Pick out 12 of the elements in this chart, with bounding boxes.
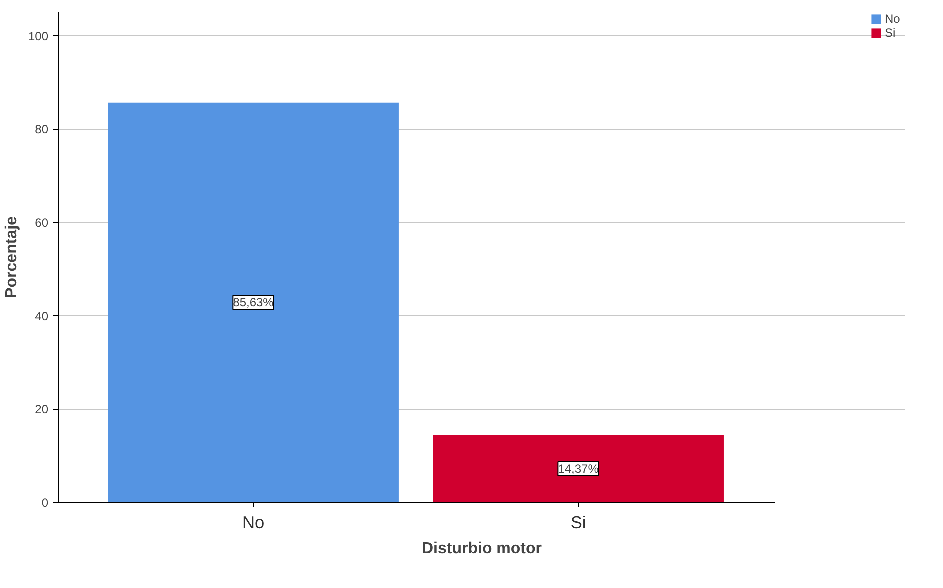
y-axis-title: Porcentaje	[3, 216, 20, 298]
data-label: 14,37%	[558, 462, 600, 476]
y-tick-label: 100	[28, 29, 49, 44]
legend-label: Si	[885, 26, 897, 40]
y-tick-label: 80	[35, 122, 49, 137]
y-tick-label: 40	[35, 309, 49, 324]
y-tick-label: 60	[35, 216, 49, 230]
legend-label: No	[885, 12, 902, 26]
y-tick-label: 20	[35, 402, 49, 417]
data-label: 85,63%	[233, 296, 274, 310]
y-tick-label: 0	[42, 496, 49, 510]
x-axis-title: Disturbio motor	[422, 540, 542, 558]
